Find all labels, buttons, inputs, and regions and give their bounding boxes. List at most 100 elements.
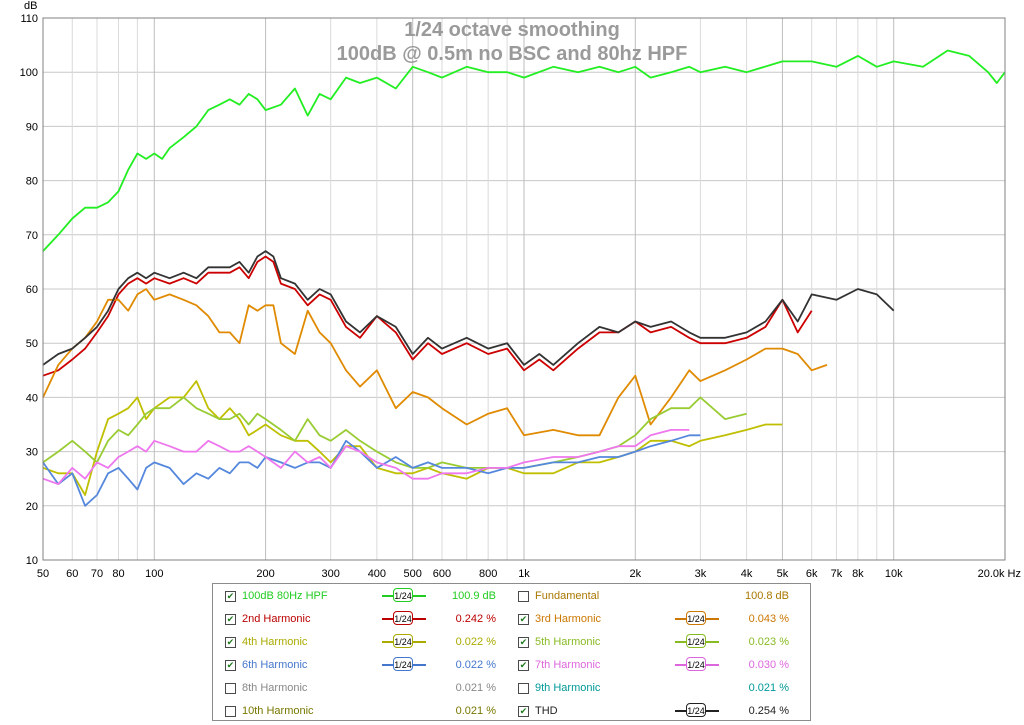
legend-checkbox-4th-harmonic[interactable]: ✔: [225, 636, 236, 648]
legend-value: 0.021 %: [748, 682, 789, 694]
legend-row-9th-harmonic: 9th Harmonic 0.021 %: [518, 677, 789, 699]
x-tick-label: 80: [112, 568, 124, 580]
legend-checkbox-6th-harmonic[interactable]: ✔: [225, 659, 236, 671]
legend-row-4th-harmonic: ✔ 4th Harmonic 1/24 0.022 %: [225, 631, 496, 653]
y-axis-label: dB: [24, 0, 37, 12]
legend-label: 5th Harmonic: [535, 636, 601, 648]
legend-smoothing-swatch: [675, 588, 719, 604]
series-line-6th-harmonic: [42, 434, 701, 507]
x-tick-label: 2k: [629, 568, 641, 580]
legend-checkbox-thd[interactable]: ✔: [518, 705, 529, 717]
series-line-3rd-harmonic: [42, 288, 828, 437]
legend-label: 2nd Harmonic: [242, 613, 311, 625]
legend-label: 3rd Harmonic: [535, 613, 602, 625]
x-tick-label: 6k: [806, 568, 818, 580]
x-axis-ticks: 50 60 70 80 100 200 300 400 500 600 800 1k 2k 3k 4k 5k 6…: [37, 568, 1021, 580]
y-tick-label: 70: [26, 230, 38, 242]
legend-smoothing-label: 1/24: [393, 611, 413, 625]
legend-checkbox-7th-harmonic[interactable]: ✔: [518, 659, 529, 671]
legend-row-2nd-harmonic: ✔ 2nd Harmonic 1/24 0.242 %: [225, 608, 496, 630]
legend-checkbox-2nd-harmonic[interactable]: ✔: [225, 613, 236, 625]
x-tick-label: 70: [91, 568, 103, 580]
legend-row-8th-harmonic: 8th Harmonic 0.021 %: [225, 677, 496, 699]
legend-label: 7th Harmonic: [535, 659, 601, 671]
legend-smoothing-label: 1/24: [393, 588, 413, 602]
legend-label: 10th Harmonic: [242, 705, 314, 717]
legend-row-6th-harmonic: ✔ 6th Harmonic 1/24 0.022 %: [225, 654, 496, 676]
y-tick-label: 90: [26, 121, 38, 133]
legend-smoothing-swatch[interactable]: 1/24: [382, 657, 426, 673]
x-tick-label: 200: [256, 568, 274, 580]
legend-row-5th-harmonic: ✔ 5th Harmonic 1/24 0.023 %: [518, 631, 789, 653]
series-line-2nd-harmonic: [42, 255, 813, 377]
legend-smoothing-swatch[interactable]: 1/24: [382, 588, 426, 604]
x-tick-label: 800: [479, 568, 497, 580]
legend-checkbox-10th-harmonic[interactable]: [225, 705, 236, 717]
x-tick-label: 400: [368, 568, 386, 580]
legend-value: 0.023 %: [748, 636, 789, 648]
x-tick-label: 50: [37, 568, 49, 580]
legend-checkbox-3rd-harmonic[interactable]: ✔: [518, 613, 529, 625]
legend-smoothing-label: 1/24: [686, 634, 706, 648]
legend-row-10th-harmonic: 10th Harmonic 0.021 %: [225, 700, 496, 722]
x-tick-label: 100: [145, 568, 163, 580]
legend-label: 100dB 80Hz HPF: [242, 590, 328, 602]
legend-value: 0.021 %: [455, 705, 496, 717]
x-tick-label: 10k: [885, 568, 903, 580]
legend-value: 0.022 %: [455, 659, 496, 671]
y-tick-label: 30: [26, 447, 38, 459]
x-tick-label: 5k: [777, 568, 789, 580]
chart-background: [0, 0, 1024, 582]
y-axis-ticks: 10 20 30 40 50 60 70 80 90 100 110: [20, 13, 38, 567]
y-tick-label: 50: [26, 338, 38, 350]
legend-label: 8th Harmonic: [242, 682, 308, 694]
legend-smoothing-swatch[interactable]: 1/24: [382, 634, 426, 650]
legend-panel: ✔ 100dB 80Hz HPF 1/24 100.9 dB Fundamental 10…: [212, 583, 811, 721]
legend-checkbox-100db-80hz-hpf[interactable]: ✔: [225, 590, 236, 602]
legend-smoothing-label: 1/24: [686, 611, 706, 625]
legend-smoothing-swatch[interactable]: 1/24: [675, 611, 719, 627]
legend-row-fundamental: Fundamental 100.8 dB: [518, 585, 789, 607]
x-tick-label: 500: [404, 568, 422, 580]
series-line-100db-80hz-hpf: [42, 49, 1006, 252]
chart-subtitle: 100dB @ 0.5m no BSC and 80hz HPF: [337, 43, 688, 65]
legend-checkbox-fundamental[interactable]: [518, 590, 529, 602]
legend-smoothing-swatch[interactable]: 1/24: [675, 703, 719, 719]
legend-row-3rd-harmonic: ✔ 3rd Harmonic 1/24 0.043 %: [518, 608, 789, 630]
legend-row-100db-80hz-hpf: ✔ 100dB 80Hz HPF 1/24 100.9 dB: [225, 585, 496, 607]
legend-value: 100.9 dB: [451, 590, 496, 602]
legend-label: 9th Harmonic: [535, 682, 601, 694]
y-tick-label: 80: [26, 176, 38, 188]
legend-smoothing-label: 1/24: [686, 703, 706, 717]
legend-checkbox-9th-harmonic[interactable]: [518, 682, 529, 694]
legend-row-7th-harmonic: ✔ 7th Harmonic 1/24 0.030 %: [518, 654, 789, 676]
legend-smoothing-label: 1/24: [393, 657, 413, 671]
legend-smoothing-swatch: [675, 680, 719, 696]
legend-label: Fundamental: [535, 590, 600, 602]
legend-smoothing-swatch[interactable]: 1/24: [675, 634, 719, 650]
legend-smoothing-swatch: [382, 703, 426, 719]
y-tick-label: 110: [20, 13, 38, 25]
chart-series-group: [42, 49, 1006, 507]
series-line-7th-harmonic: [42, 429, 690, 485]
y-tick-label: 100: [20, 67, 38, 79]
chart-title: 1/24 octave smoothing: [404, 19, 620, 41]
legend-smoothing-swatch[interactable]: 1/24: [675, 657, 719, 673]
legend-row-thd: ✔ THD 1/24 0.254 %: [518, 700, 789, 722]
legend-checkbox-5th-harmonic[interactable]: ✔: [518, 636, 529, 648]
x-tick-label: 600: [433, 568, 451, 580]
x-tick-label: 7k: [831, 568, 843, 580]
legend-value: 0.043 %: [748, 613, 789, 625]
legend-checkbox-8th-harmonic[interactable]: [225, 682, 236, 694]
legend-smoothing-label: 1/24: [393, 634, 413, 648]
series-line-thd: [42, 250, 895, 366]
x-tick-label: 1k: [518, 568, 530, 580]
y-tick-label: 10: [26, 555, 38, 567]
legend-smoothing-swatch[interactable]: 1/24: [382, 611, 426, 627]
legend-value: 0.254 %: [748, 705, 789, 717]
x-tick-label: 300: [322, 568, 340, 580]
frequency-response-chart: 10 20 30 40 50 60 70 80 90 100 110 50 60 70 80 100 200 3…: [0, 0, 1024, 582]
legend-smoothing-label: 1/24: [686, 657, 706, 671]
x-tick-label: 4k: [741, 568, 753, 580]
x-tick-label: 20.0k Hz: [978, 568, 1021, 580]
